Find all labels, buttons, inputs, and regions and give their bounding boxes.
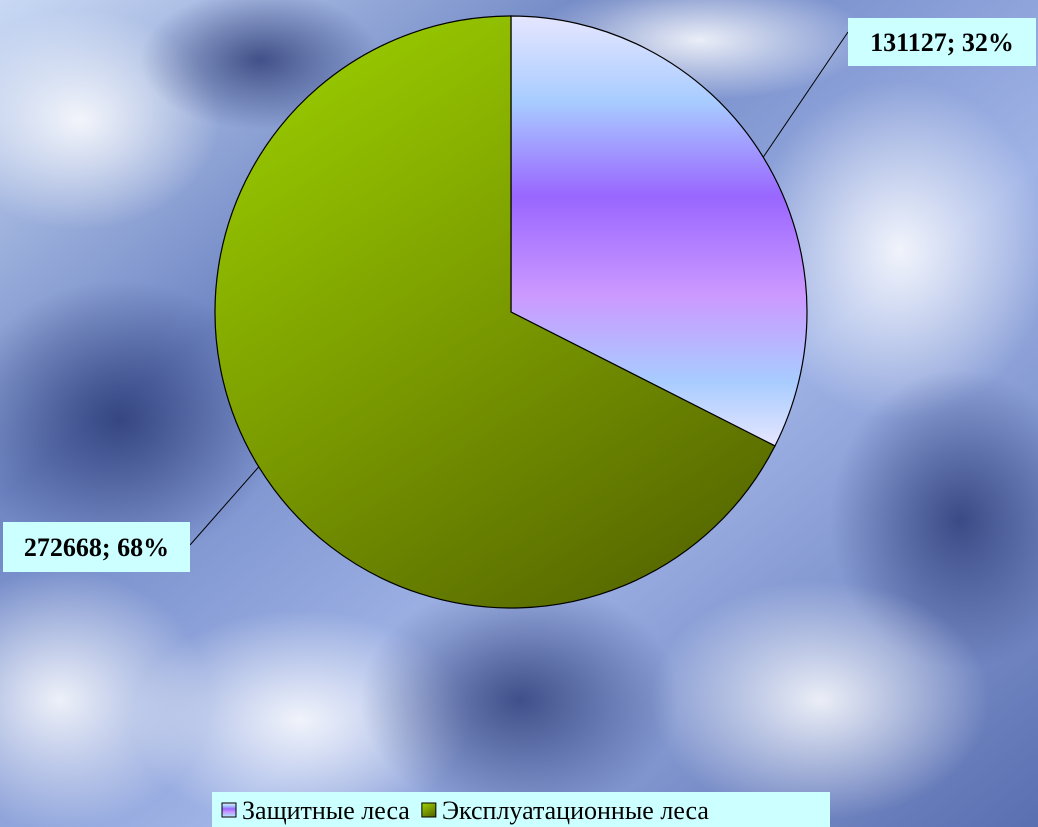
legend-label: Защитные леса	[242, 796, 410, 825]
page: {"chart_data": {"type": "pie", "categori…	[0, 0, 1038, 827]
chart: 131127; 32% 272668; 68% Защитные леса Эксп…	[0, 0, 1038, 827]
legend-swatch	[222, 803, 236, 817]
legend: Защитные леса Эксплуатационные леса	[212, 792, 830, 827]
data-label: 272668; 68%	[24, 533, 169, 562]
data-label: 131127; 32%	[870, 28, 1014, 57]
legend-label: Эксплуатационные леса	[442, 796, 710, 825]
legend-swatch	[422, 803, 436, 817]
